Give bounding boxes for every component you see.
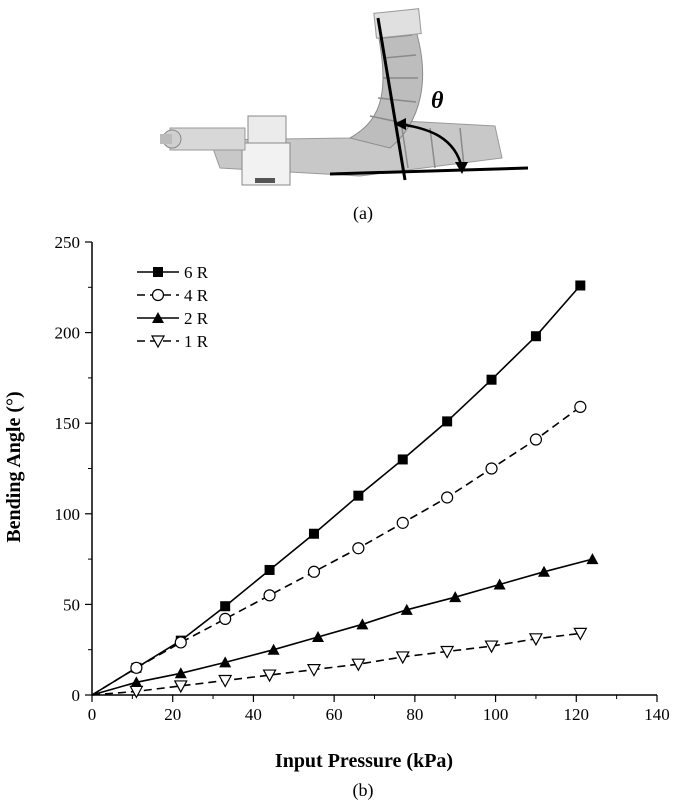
arc-arrowhead-start <box>394 118 406 130</box>
data-point-2r <box>356 618 369 630</box>
legend-marker-2r <box>152 312 164 323</box>
data-point-1r <box>528 633 543 647</box>
x-tick-label: 60 <box>326 705 343 724</box>
figure-caption: (b) <box>352 780 374 800</box>
legend-label-1r: 1 R <box>184 332 209 351</box>
x-axis-title: Input Pressure (kPa) <box>275 750 453 772</box>
x-tick-label: 80 <box>406 705 423 724</box>
legend-label-4r: 4 R <box>184 286 209 305</box>
legend-label-2r: 2 R <box>184 309 209 328</box>
actuator-axis-line <box>376 17 407 181</box>
series-line-6r <box>91 284 581 696</box>
photo-caption: (a) <box>353 203 373 223</box>
y-tick-label: 50 <box>63 595 80 614</box>
data-point-4r <box>574 400 587 413</box>
x-tick-label: 40 <box>245 705 262 724</box>
data-point-4r <box>130 661 143 674</box>
data-point-4r <box>219 612 232 625</box>
data-point-4r <box>441 491 454 504</box>
data-point-2r <box>174 667 187 679</box>
arc-arrowhead-end <box>455 162 468 174</box>
data-point-1r <box>262 669 277 683</box>
data-point-1r <box>573 627 588 641</box>
series-lines <box>91 284 593 696</box>
data-point-2r <box>219 656 232 668</box>
data-point-6r <box>486 374 497 385</box>
data-point-1r <box>306 664 321 677</box>
data-point-6r <box>264 564 275 575</box>
data-point-2r <box>312 631 324 643</box>
data-point-4r <box>352 542 365 555</box>
x-tick-label: 140 <box>644 705 670 724</box>
data-point-1r <box>351 658 366 672</box>
base-axis-line <box>329 166 529 176</box>
x-tick-label: 100 <box>483 705 509 724</box>
chart-legend: 6 R 4 R 2 R 1 R <box>137 263 209 351</box>
angle-arc <box>397 122 464 169</box>
data-point-2r <box>400 603 413 615</box>
data-point-2r <box>449 591 462 603</box>
series-line-4r <box>91 406 581 696</box>
data-point-1r <box>173 680 188 694</box>
data-point-6r <box>397 454 408 465</box>
legend-marker-6r <box>153 267 163 277</box>
legend-label-6r: 6 R <box>184 263 209 282</box>
data-point-6r <box>308 528 319 539</box>
data-point-4r <box>307 565 321 578</box>
data-point-6r <box>442 416 453 427</box>
data-point-1r <box>395 651 410 665</box>
y-axis-title: Bending Angle (°) <box>3 391 25 542</box>
data-point-6r <box>530 331 541 342</box>
y-tick-label: 250 <box>55 233 81 252</box>
data-point-4r <box>529 433 543 446</box>
data-point-6r <box>575 280 586 291</box>
data-point-2r <box>130 676 143 688</box>
x-tick-label: 0 <box>88 705 97 724</box>
series-line-2r <box>91 558 593 696</box>
data-point-6r <box>353 490 364 501</box>
legend-marker-1r <box>150 335 166 349</box>
data-point-2r <box>586 553 599 565</box>
theta-symbol: θ <box>431 88 444 114</box>
data-point-4r <box>396 516 409 529</box>
data-point-2r <box>493 578 506 590</box>
y-tick-label: 150 <box>55 414 81 433</box>
legend-marker-4r <box>151 288 165 302</box>
bending-angle-chart: 0 20 40 60 80 100 120 140 0 50 100 150 200 250 6 R 4 R… <box>3 233 670 772</box>
chart-axes: 0 20 40 60 80 100 120 140 0 50 100 150 200 250 <box>55 233 670 724</box>
data-point-1r <box>129 685 144 699</box>
actuator-body <box>160 8 503 186</box>
data-point-4r <box>485 462 498 475</box>
y-tick-label: 100 <box>55 505 81 524</box>
x-tick-label: 20 <box>164 705 181 724</box>
data-point-4r <box>174 636 187 649</box>
data-point-1r <box>218 674 233 688</box>
series-markers <box>129 280 599 699</box>
data-point-4r <box>263 589 276 602</box>
y-tick-label: 200 <box>55 324 81 343</box>
y-tick-label: 0 <box>72 686 81 705</box>
actuator-photo: θ <box>160 8 529 186</box>
data-point-1r <box>484 640 499 654</box>
data-point-6r <box>220 601 231 612</box>
data-point-2r <box>538 565 550 577</box>
x-tick-label: 120 <box>564 705 590 724</box>
data-point-1r <box>440 645 455 659</box>
series-line-1r <box>91 632 581 696</box>
data-point-2r <box>267 643 280 655</box>
